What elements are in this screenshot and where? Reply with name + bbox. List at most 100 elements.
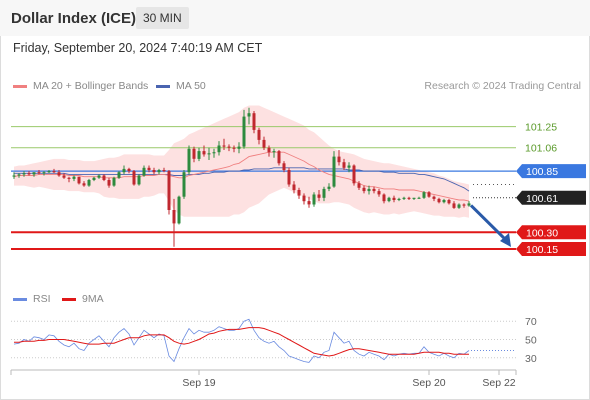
candle: [22, 171, 26, 177]
candle-body: [102, 175, 106, 180]
candle-body: [117, 172, 121, 178]
candle: [302, 193, 306, 205]
resistance-label: 101.06: [525, 143, 557, 155]
candle: [307, 196, 311, 208]
candle-body: [32, 172, 36, 175]
candle-body: [187, 148, 191, 173]
candle-body: [157, 170, 161, 173]
candle-body: [207, 153, 211, 155]
price-chart[interactable]: 101.25 101.06 100.85 100.61 100.30 100.15: [0, 0, 590, 290]
candle-body: [257, 129, 261, 140]
candle-body: [217, 145, 221, 153]
candle-body: [192, 148, 196, 159]
candle-body: [97, 175, 101, 178]
candle-body: [362, 187, 366, 192]
candle: [252, 111, 256, 134]
candle: [277, 150, 281, 166]
candle: [172, 198, 176, 247]
candle: [92, 176, 96, 182]
candle: [457, 203, 461, 209]
candle-body: [107, 180, 111, 186]
candle-body: [347, 165, 351, 168]
candle: [337, 150, 341, 166]
legend-ma20-bb: MA 20 + Bollinger Bands: [13, 80, 148, 92]
candle: [237, 142, 241, 154]
ma20-swatch-icon: [13, 84, 27, 88]
candle-body: [227, 146, 231, 148]
candle: [332, 151, 336, 188]
candle: [447, 198, 451, 205]
candle: [342, 158, 346, 170]
candle: [272, 148, 276, 158]
candle-body: [382, 194, 386, 202]
candle-body: [122, 168, 126, 173]
candle-body: [22, 173, 26, 175]
candle-body: [287, 170, 291, 185]
candle-body: [357, 183, 361, 188]
candle-body: [182, 172, 186, 197]
candle-body: [47, 171, 51, 173]
candle: [42, 171, 46, 176]
candle: [452, 201, 456, 209]
candle-body: [197, 151, 201, 159]
candle-body: [67, 177, 71, 179]
instrument-title: Dollar Index (ICE): [11, 10, 137, 27]
candle: [387, 196, 391, 203]
candle-body: [452, 203, 456, 208]
candle-body: [172, 210, 176, 224]
candle-body: [17, 174, 21, 176]
candle-body: [247, 113, 251, 117]
legend-rsi: RSI: [13, 293, 51, 305]
legend-9ma-label: 9MA: [82, 293, 104, 305]
candle: [287, 167, 291, 187]
candle: [127, 167, 131, 174]
candle-body: [292, 184, 296, 191]
candle: [77, 176, 81, 185]
candle: [72, 175, 76, 182]
candle-body: [372, 188, 376, 192]
candle-body: [342, 162, 346, 168]
candle: [292, 181, 296, 194]
resistance-label: 101.25: [525, 122, 557, 134]
candle: [167, 170, 171, 215]
candle: [402, 196, 406, 200]
candle: [202, 145, 206, 157]
candle: [147, 165, 151, 173]
candle: [297, 187, 301, 199]
candle-body: [232, 147, 236, 149]
candle: [182, 170, 186, 199]
price-tag-label: 100.30: [526, 227, 558, 239]
candle: [352, 164, 356, 186]
candle: [17, 173, 21, 178]
candle: [372, 186, 376, 194]
candle: [362, 185, 366, 194]
candle: [27, 171, 31, 176]
candle: [187, 145, 191, 175]
candle: [312, 192, 316, 207]
candle: [432, 195, 436, 202]
candle: [382, 193, 386, 204]
candle: [57, 170, 61, 177]
candle: [62, 173, 66, 179]
candle-body: [332, 156, 336, 187]
candle: [132, 170, 136, 186]
candle-body: [267, 147, 271, 153]
candle-body: [422, 192, 426, 198]
candle-body: [222, 145, 226, 147]
candle: [232, 145, 236, 153]
interval-badge[interactable]: 30 MIN: [136, 7, 189, 29]
candle: [102, 174, 106, 182]
price-tag-label: 100.85: [526, 166, 558, 178]
candle: [357, 181, 361, 190]
candle: [212, 148, 216, 158]
candle-body: [62, 175, 66, 178]
candle: [157, 168, 161, 175]
candle: [142, 165, 146, 177]
candle-body: [412, 197, 416, 199]
candle: [32, 172, 36, 177]
candle: [82, 181, 86, 187]
candle-body: [442, 200, 446, 203]
candle-body: [212, 152, 216, 154]
candle: [162, 167, 166, 173]
candle-body: [352, 165, 356, 184]
